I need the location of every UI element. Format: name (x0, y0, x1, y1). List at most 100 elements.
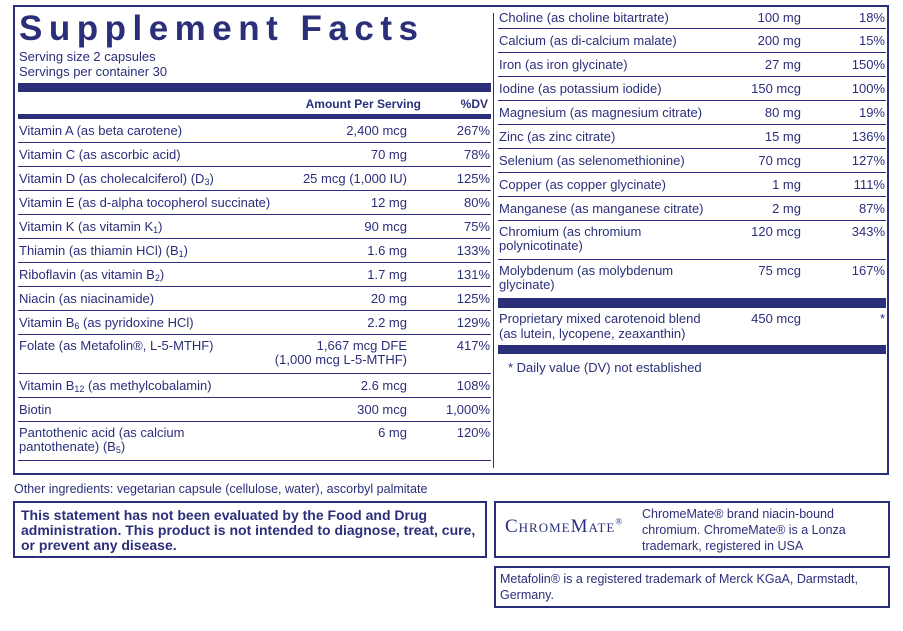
nutrient-name: Selenium (as selenomethionine) (499, 153, 685, 168)
nutrient-dv: 343% (851, 224, 885, 239)
nutrient-row: Iodine (as potassium iodide) 150 mcg 100% (498, 77, 886, 101)
nutrient-amount: 70 mcg (758, 153, 801, 168)
nutrient-amount-line2: (1,000 mcg L-5-MTHF) (274, 352, 407, 367)
nutrient-row: Vitamin E (as d-alpha tocopherol succina… (18, 191, 491, 215)
nutrient-amount: 75 mcg (758, 263, 801, 278)
nutrient-dv: 131% (456, 267, 490, 282)
blend-name-2: (as lutein, lycopene, zeaxanthin) (499, 326, 686, 341)
blend-amount: 450 mcg (751, 311, 801, 326)
nutrient-row: Riboflavin (as vitamin B2) 1.7 mg 131% (18, 263, 491, 287)
header-bar (18, 83, 491, 92)
nutrient-row: Vitamin A (as beta carotene) 2,400 mcg 267… (18, 119, 491, 143)
nutrient-row: Vitamin B6 (as pyridoxine HCl) 2.2 mg 129% (18, 311, 491, 335)
other-ingredients: Other ingredients: vegetarian capsule (c… (14, 482, 428, 496)
blend-bottom-bar (498, 345, 886, 354)
nutrient-row: Vitamin K (as vitamin K1) 90 mcg 75% (18, 215, 491, 239)
nutrient-dv: 127% (851, 153, 885, 168)
nutrient-name: Vitamin E (as d-alpha tocopherol succina… (19, 195, 271, 210)
nutrient-dv: 150% (851, 57, 885, 72)
nutrient-dv: 125% (456, 171, 490, 186)
nutrient-row: Niacin (as niacinamide) 20 mg 125% (18, 287, 491, 311)
nutrient-row: Vitamin B12 (as methylcobalamin) 2.6 mcg 1… (18, 374, 491, 398)
nutrient-amount: 27 mg (764, 57, 801, 72)
nutrient-dv: 100% (851, 81, 885, 96)
nutrient-row: Manganese (as manganese citrate) 2 mg 87% (498, 197, 886, 221)
nutrient-dv: 108% (456, 378, 490, 393)
nutrient-row: Chromium (as chromium polynicotinate) 120 … (498, 221, 886, 260)
nutrient-dv: 111% (853, 177, 885, 192)
nutrient-name: Riboflavin (as vitamin B2) (19, 267, 165, 283)
left-nutrient-list: Vitamin A (as beta carotene) 2,400 mcg 267… (18, 119, 491, 461)
nutrient-name: Calcium (as di-calcium malate) (499, 33, 677, 48)
nutrient-name: Iron (as iron glycinate) (499, 57, 628, 72)
nutrient-name: Zinc (as zinc citrate) (499, 129, 616, 144)
nutrient-name: Pantothenic acid (as calcium (19, 425, 185, 440)
nutrient-amount: 25 mcg (1,000 IU) (302, 171, 407, 186)
nutrient-name-line2: polynicotinate) (499, 238, 583, 253)
nutrient-name: Magnesium (as magnesium citrate) (499, 105, 703, 120)
amount-header: Amount Per Serving (305, 97, 421, 111)
servings-per-container: Servings per container 30 (19, 64, 168, 79)
nutrient-name: Choline (as choline bitartrate) (499, 10, 669, 25)
nutrient-dv: 15% (858, 33, 885, 48)
nutrient-dv: 417% (456, 338, 490, 353)
nutrient-amount: 100 mg (757, 10, 801, 25)
nutrient-amount: 15 mg (764, 129, 801, 144)
nutrient-amount: 150 mcg (751, 81, 801, 96)
nutrient-amount: 70 mg (370, 147, 407, 162)
nutrient-name: Vitamin D (as cholecalciferol) (D3) (19, 171, 214, 187)
nutrient-amount: 2.6 mcg (360, 378, 407, 393)
nutrient-row: Pantothenic acid (as calcium pantothenate… (18, 422, 491, 461)
nutrient-amount: 80 mg (764, 105, 801, 120)
nutrient-row: Thiamin (as thiamin HCl) (B1) 1.6 mg 133% (18, 239, 491, 263)
nutrient-amount: 90 mcg (364, 219, 407, 234)
nutrient-name: Biotin (19, 402, 52, 417)
nutrient-amount: 1.7 mg (367, 267, 407, 282)
nutrient-name-line2: glycinate) (499, 277, 555, 292)
nutrient-amount: 6 mg (378, 425, 407, 440)
panel-title: Supplement Facts (19, 9, 425, 48)
left-column: Supplement Facts Serving size 2 capsules… (18, 7, 491, 461)
nutrient-name: Iodine (as potassium iodide) (499, 81, 662, 96)
chromemate-note: ChromeMate® brand niacin-bound chromium.… (642, 507, 846, 553)
blend-name: Proprietary mixed carotenoid blend (499, 311, 701, 326)
nutrient-amount: 1,667 mcg DFE (316, 338, 407, 353)
nutrient-row: Molybdenum (as molybdenum glycinate) 75 mc… (498, 260, 886, 299)
nutrient-row: Iron (as iron glycinate) 27 mg 150% (498, 53, 886, 77)
supplement-facts-panel: Supplement Facts Serving size 2 capsules… (13, 5, 889, 475)
nutrient-dv: 80% (463, 195, 490, 210)
serving-size: Serving size 2 capsules (19, 49, 156, 64)
right-column: Choline (as choline bitartrate) 100 mg 18%… (498, 7, 886, 375)
nutrient-name: Vitamin C (as ascorbic acid) (19, 147, 181, 162)
nutrient-name: Folate (as Metafolin®, L-5-MTHF) (19, 338, 214, 353)
nutrient-dv: 136% (851, 129, 885, 144)
nutrient-dv: 87% (858, 201, 885, 216)
nutrient-name-line2: pantothenate) (B5) (19, 439, 126, 455)
nutrient-row: Folate (as Metafolin®, L-5-MTHF) 1,667 mc… (18, 335, 491, 374)
nutrient-dv: 167% (851, 263, 885, 278)
nutrient-row: Biotin 300 mcg 1,000% (18, 398, 491, 422)
blend-dv: * (879, 311, 885, 326)
nutrient-name: Vitamin K (as vitamin K1) (19, 219, 163, 235)
nutrient-amount: 12 mg (370, 195, 407, 210)
nutrient-name: Thiamin (as thiamin HCl) (B1) (19, 243, 189, 259)
nutrient-name: Vitamin B12 (as methylcobalamin) (19, 378, 212, 394)
nutrient-dv: 120% (456, 425, 490, 440)
nutrient-name: Chromium (as chromium (499, 224, 642, 239)
nutrient-row: Zinc (as zinc citrate) 15 mg 136% (498, 125, 886, 149)
nutrient-name: Niacin (as niacinamide) (19, 291, 155, 306)
nutrient-row: Choline (as choline bitartrate) 100 mg 18% (498, 7, 886, 29)
nutrient-name: Vitamin B6 (as pyridoxine HCl) (19, 315, 194, 331)
nutrient-amount: 2,400 mcg (346, 123, 407, 138)
nutrient-name: Molybdenum (as molybdenum (499, 263, 674, 278)
nutrient-row: Magnesium (as magnesium citrate) 80 mg 19% (498, 101, 886, 125)
nutrient-dv: 1,000% (445, 402, 490, 417)
column-divider (493, 13, 494, 468)
nutrient-row: Vitamin D (as cholecalciferol) (D3) 25 mc… (18, 167, 491, 191)
nutrient-dv: 18% (858, 10, 885, 25)
chromemate-logo: ChromeMate® (505, 516, 624, 537)
dv-footnote: * Daily value (DV) not established (508, 360, 702, 375)
nutrient-amount: 1 mg (772, 177, 801, 192)
fda-statement-box: This statement has not been evaluated by… (13, 501, 487, 558)
metafolin-note: Metafolin® is a registered trademark of … (500, 572, 858, 602)
